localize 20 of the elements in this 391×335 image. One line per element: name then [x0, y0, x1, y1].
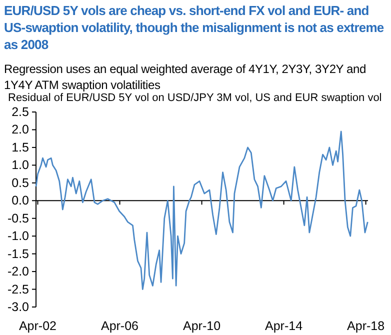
x-tick-label: Apr-06	[100, 319, 139, 333]
y-tick-label: -3.0	[7, 300, 30, 314]
y-tick-label: 1.0	[12, 158, 30, 172]
chart-title: EUR/USD 5Y vols are cheap vs. short-end FX vol and EUR- and US-swaption volatility, though the misalignment is not as extreme as 2008	[4, 3, 384, 52]
y-tick-label: 1.5	[12, 140, 30, 154]
y-tick-label: -1.0	[7, 229, 30, 244]
y-tick-label: 0.5	[12, 176, 30, 190]
x-tick-label: Apr-18	[347, 319, 385, 333]
x-tick-label: Apr-14	[265, 319, 303, 333]
y-tick-label: -1.5	[7, 246, 30, 261]
y-tick-label: -2.5	[7, 282, 30, 296]
x-tick-label: Apr-02	[18, 319, 57, 333]
y-tick-label: 0.0	[12, 194, 30, 208]
y-axis-title: Residual of EUR/USD 5Y vol on USD/JPY 3M vol, US and EUR swaption vol	[8, 92, 382, 104]
chart-subtitle: Regression uses an equal weighted average of 4Y1Y, 2Y3Y, 3Y2Y and 1Y4Y ATM swaption volatilities	[4, 62, 366, 92]
y-tick-label: 2.5	[12, 105, 30, 119]
y-tick-label: -2.0	[7, 264, 30, 279]
y-tick-label: 2.0	[12, 122, 30, 137]
x-tick-label: Apr-10	[183, 319, 221, 333]
y-tick-label: -0.5	[7, 211, 30, 226]
